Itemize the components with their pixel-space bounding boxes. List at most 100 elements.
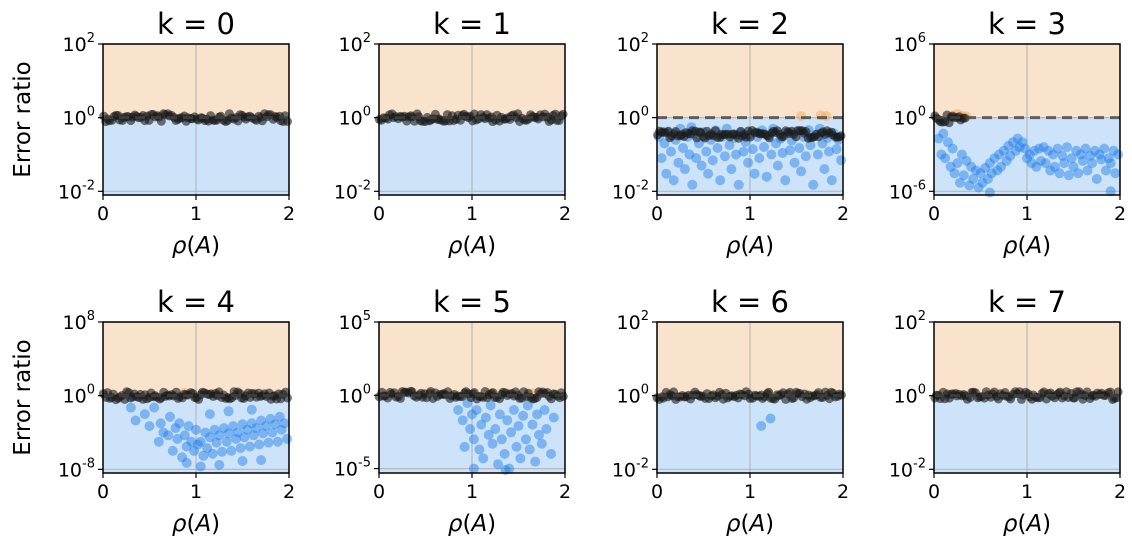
data-point <box>826 175 837 186</box>
data-point <box>819 164 830 175</box>
data-point <box>989 153 1000 164</box>
data-point <box>831 144 842 155</box>
data-point <box>1052 143 1063 154</box>
x-tick-label: 2 <box>837 203 849 225</box>
x-tick-label: 1 <box>744 481 756 503</box>
data-point <box>459 441 470 452</box>
data-point <box>221 436 232 447</box>
data-point <box>267 427 278 438</box>
y-tick-label: 106 <box>894 31 926 56</box>
data-point <box>1103 153 1114 164</box>
data-point <box>502 415 513 426</box>
data-point <box>933 133 944 144</box>
data-point <box>958 170 969 181</box>
data-point <box>223 406 234 417</box>
data-point <box>949 168 960 179</box>
data-point <box>536 438 547 449</box>
data-point <box>494 409 505 420</box>
data-point <box>279 418 290 429</box>
data-point <box>994 149 1005 160</box>
y-tick-label: 10-2 <box>334 178 371 203</box>
y-tick-label: 102 <box>617 31 649 56</box>
data-point <box>202 443 213 454</box>
data-point <box>520 434 531 445</box>
data-point <box>796 166 807 177</box>
data-point <box>480 412 491 423</box>
data-point <box>1008 137 1018 148</box>
panel-title: k = 3 <box>988 7 1066 41</box>
data-point <box>211 437 222 448</box>
data-point <box>747 144 758 155</box>
data-point <box>821 111 832 122</box>
data-point <box>1001 155 1012 166</box>
data-point <box>189 445 200 456</box>
data-point <box>274 411 285 422</box>
data-point <box>200 427 211 438</box>
panel-k4: 0 1 2 10-8 100 108 k = 4 ρ(A) Error ratio <box>10 285 295 537</box>
data-point <box>1048 149 1058 160</box>
data-point <box>282 433 293 444</box>
y-tick-label: 105 <box>339 309 371 334</box>
data-point <box>539 405 550 415</box>
data-point <box>511 441 522 452</box>
data-point <box>467 409 477 420</box>
data-point <box>707 155 718 166</box>
data-point <box>487 438 498 449</box>
panel-title: k = 1 <box>433 7 511 41</box>
data-point <box>796 111 807 122</box>
data-point <box>158 427 169 438</box>
data-point <box>724 140 735 151</box>
data-point <box>527 419 538 430</box>
data-point <box>457 415 468 426</box>
data-point <box>712 143 723 153</box>
data-point <box>1105 186 1116 197</box>
data-point <box>186 436 197 447</box>
data-point <box>687 179 698 190</box>
data-point <box>938 128 949 139</box>
data-point <box>789 157 800 168</box>
panel-title: k = 2 <box>711 7 789 41</box>
data-point <box>945 161 956 172</box>
data-point <box>1063 170 1074 181</box>
y-tick-label: 102 <box>894 309 926 334</box>
x-axis-label: ρ(A) <box>1003 511 1051 537</box>
data-point <box>251 423 262 434</box>
data-point <box>1087 158 1098 169</box>
data-point <box>172 433 183 444</box>
data-point <box>1020 143 1031 154</box>
data-point <box>808 179 819 190</box>
y-tick-label: 10-8 <box>58 456 95 481</box>
data-point <box>493 459 503 470</box>
data-point <box>1012 133 1023 144</box>
data-point <box>149 402 160 413</box>
x-axis-label: ρ(A) <box>726 511 774 537</box>
data-point <box>1017 137 1028 148</box>
data-point <box>541 424 552 434</box>
data-point <box>192 439 203 450</box>
y-tick-label: 100 <box>339 382 371 407</box>
data-point <box>474 444 485 455</box>
data-point <box>691 153 702 164</box>
data-point <box>468 463 479 474</box>
data-point <box>1057 150 1068 161</box>
data-point <box>754 153 765 164</box>
y-tick-label: 102 <box>339 31 371 56</box>
panel-k6: 0 1 2 10-2 100 102 k = 6 ρ(A) <box>612 285 849 537</box>
data-point <box>761 171 772 182</box>
data-point <box>183 421 194 432</box>
data-point <box>1073 168 1084 179</box>
data-point <box>973 182 984 193</box>
data-point <box>678 143 688 153</box>
data-point <box>960 113 970 123</box>
panel-k7: 0 1 2 10-2 100 102 k = 7 ρ(A) <box>889 285 1126 537</box>
data-point <box>943 137 953 148</box>
data-point <box>1085 150 1096 161</box>
y-axis-label: Error ratio <box>10 61 36 177</box>
data-point <box>256 415 267 426</box>
data-point <box>1105 158 1116 169</box>
data-point <box>955 177 965 188</box>
x-axis-label: ρ(A) <box>1003 233 1051 259</box>
data-point <box>1089 145 1100 156</box>
data-point <box>223 428 234 439</box>
data-point <box>970 165 981 176</box>
